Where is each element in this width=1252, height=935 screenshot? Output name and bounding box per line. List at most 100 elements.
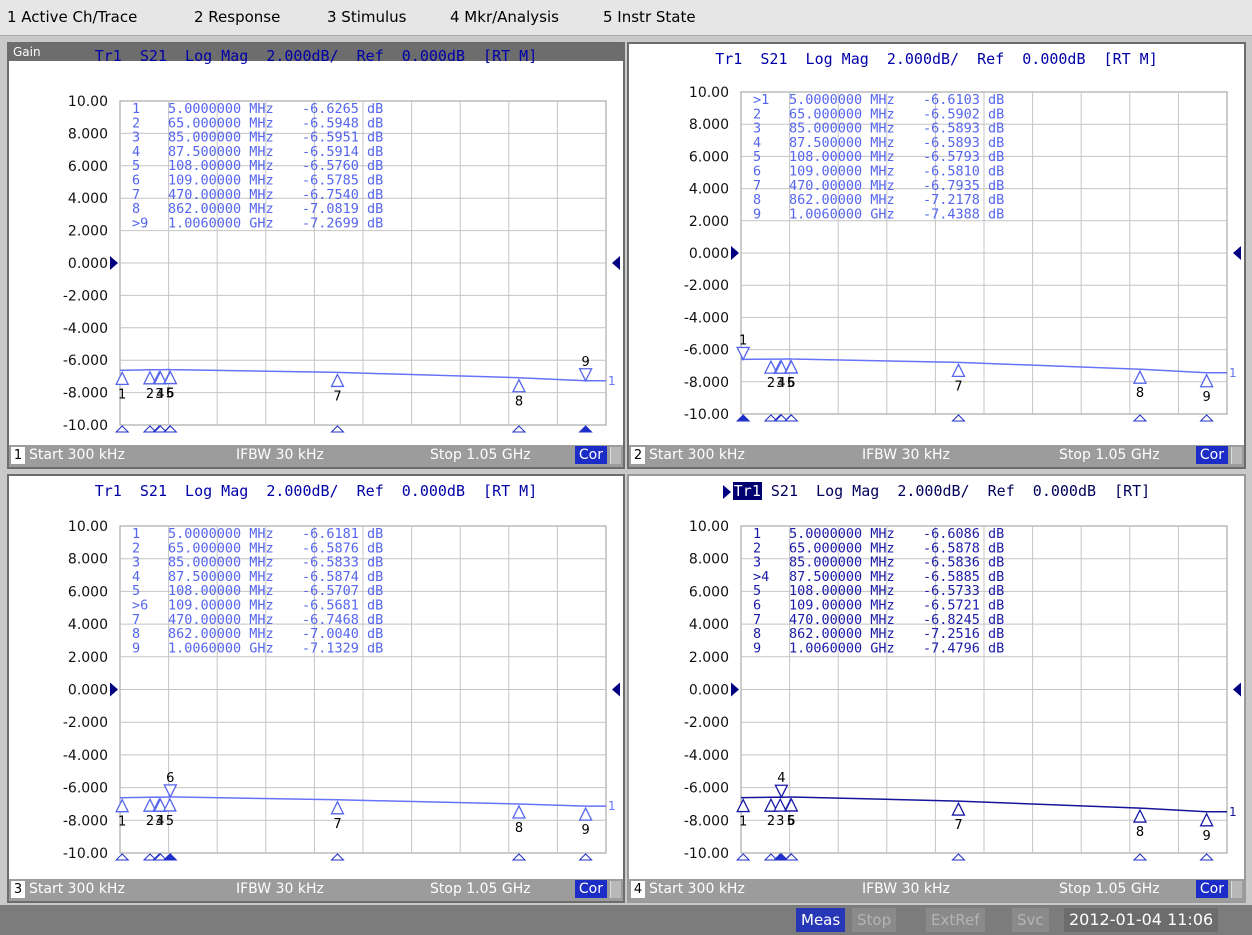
trace-header: Tr1 S21 Log Mag 2.000dB/ Ref 0.000dB [RT… [94, 47, 538, 65]
marker-readout-value: -6.5833 dB [302, 555, 383, 571]
marker-readout-frequency: 1.0060000 GHz [789, 640, 895, 656]
marker-label: 5 [787, 376, 795, 391]
stop-frequency[interactable]: Stop 1.05 GHz [430, 447, 531, 463]
y-axis-label: -2.000 [684, 278, 729, 294]
menu-active-ch-trace[interactable]: 1 Active Ch/Trace [7, 8, 138, 26]
channel-4-panel[interactable]: Tr1 S21 Log Mag 2.000dB/ Ref 0.000dB [RT… [627, 474, 1246, 903]
marker-readout-value: -6.5785 dB [302, 173, 383, 189]
reference-left-arrow-icon [110, 682, 118, 697]
marker-readout-id: 9 [132, 640, 140, 656]
start-frequency[interactable]: Start 300 kHz [649, 447, 745, 463]
marker-readout-frequency: 85.000000 MHz [789, 555, 895, 571]
marker-position-tick-icon [330, 853, 345, 861]
ifbw-value[interactable]: IFBW 30 kHz [236, 447, 324, 463]
cor-badge[interactable]: Cor [1195, 446, 1228, 464]
marker-readout-id: 2 [753, 540, 761, 556]
marker-label: 1 [118, 815, 126, 830]
start-frequency[interactable]: Start 300 kHz [29, 881, 125, 897]
stop-frequency[interactable]: Stop 1.05 GHz [1059, 881, 1160, 897]
marker-position-tick-icon [735, 853, 751, 861]
channel-number[interactable]: 3 [11, 881, 25, 898]
channel-number[interactable]: 4 [631, 881, 645, 898]
trace-plot[interactable]: 10.00 8.000 6.000 4.000 2.000 0.000 -2.000 -4.0… [629, 44, 1244, 445]
marker-position-tick-icon [951, 414, 966, 422]
marker-readout-value: -6.5902 dB [923, 106, 1004, 122]
marker-triangle-icon [774, 359, 789, 374]
ifbw-value[interactable]: IFBW 30 kHz [236, 881, 324, 897]
marker-readout-id: 8 [753, 626, 761, 642]
trace-line [741, 796, 1227, 813]
active-trace-arrow-icon [722, 484, 731, 499]
marker-readout-id: >4 [753, 569, 769, 585]
marker-triangle-icon [142, 797, 158, 812]
extref-indicator[interactable]: ExtRef [926, 908, 985, 932]
channel-number[interactable]: 1 [11, 447, 25, 464]
marker-triangle-icon [773, 797, 788, 812]
marker-readout-value: -7.0040 dB [302, 626, 383, 642]
start-frequency[interactable]: Start 300 kHz [29, 447, 125, 463]
y-axis-label: -6.000 [63, 353, 108, 369]
trace-plot[interactable]: 10.00 8.000 6.000 4.000 2.000 0.000 -2.000 -4.0… [9, 476, 623, 879]
menu-response[interactable]: 2 Response [194, 8, 281, 26]
marker-triangle-icon [1199, 812, 1214, 827]
marker-label: 5 [166, 814, 174, 829]
marker-triangle-icon [142, 370, 158, 385]
marker-readout-id: 5 [132, 583, 140, 599]
marker-label: 6 [166, 387, 174, 402]
channel-1-panel[interactable]: Gain Tr1 S21 Log Mag 2.000dB/ Ref 0.000d… [7, 42, 625, 469]
marker-readout-frequency: 862.00000 MHz [168, 201, 274, 217]
trace-number-label: 1 [608, 799, 616, 813]
stop-indicator[interactable]: Stop [852, 908, 897, 932]
trace-plot[interactable]: 10.00 8.000 6.000 4.000 2.000 0.000 -2.000 -4.0… [9, 44, 623, 445]
ifbw-value[interactable]: IFBW 30 kHz [862, 447, 950, 463]
marker-readout-frequency: 87.500000 MHz [789, 135, 895, 151]
marker-position-tick-icon [1199, 853, 1214, 861]
marker-readout-frequency: 87.500000 MHz [168, 569, 274, 585]
marker-readout-frequency: 470.00000 MHz [789, 178, 895, 194]
marker-triangle-icon [763, 797, 779, 812]
marker-readout-id: 3 [753, 121, 761, 137]
marker-readout-id: 8 [753, 192, 761, 208]
menu-stimulus[interactable]: 3 Stimulus [327, 8, 407, 26]
marker-readout-frequency: 65.000000 MHz [789, 106, 895, 122]
channel-number[interactable]: 2 [631, 447, 645, 464]
channel-2-panel[interactable]: Tr1 S21 Log Mag 2.000dB/ Ref 0.000dB [RT… [627, 42, 1246, 469]
start-frequency[interactable]: Start 300 kHz [649, 881, 745, 897]
trace-plot[interactable]: 10.00 8.000 6.000 4.000 2.000 0.000 -2.000 -4.0… [629, 476, 1244, 879]
ifbw-value[interactable]: IFBW 30 kHz [862, 881, 950, 897]
marker-readout-value: -6.5885 dB [923, 569, 1004, 585]
marker-label: 3 [155, 387, 163, 402]
stop-frequency[interactable]: Stop 1.05 GHz [1059, 447, 1160, 463]
marker-readout-id: 3 [132, 555, 140, 571]
y-axis-label: 6.000 [689, 584, 729, 600]
marker-readout-value: -7.0819 dB [302, 201, 383, 217]
active-trace-label[interactable]: Tr1 [732, 482, 762, 500]
gain-label: Gain [9, 44, 623, 61]
marker-readout-id: 6 [132, 173, 140, 189]
cor-badge[interactable]: Cor [574, 880, 607, 898]
menu-instr-state[interactable]: 5 Instr State [603, 8, 696, 26]
marker-readout-id: 2 [753, 106, 761, 122]
marker-triangle-icon [736, 798, 751, 813]
marker-readout-frequency: 5.0000000 MHz [789, 526, 895, 542]
marker-readout-value: -7.2516 dB [923, 626, 1004, 642]
svc-indicator[interactable]: Svc [1012, 908, 1049, 932]
marker-position-tick-icon [763, 414, 779, 422]
marker-readout-value: -6.7540 dB [302, 187, 383, 203]
channel-3-panel[interactable]: Tr1 S21 Log Mag 2.000dB/ Ref 0.000dB [RT… [7, 474, 625, 903]
meas-indicator[interactable]: Meas [796, 908, 846, 932]
menu-bar: 1 Active Ch/Trace 2 Response 3 Stimulus … [0, 0, 1252, 36]
marker-label: 6 [787, 814, 795, 829]
stop-frequency[interactable]: Stop 1.05 GHz [430, 881, 531, 897]
marker-readout-frequency: 65.000000 MHz [789, 540, 895, 556]
cor-badge[interactable]: Cor [1195, 880, 1228, 898]
cor-badge[interactable]: Cor [574, 446, 607, 464]
menu-mkr-analysis[interactable]: 4 Mkr/Analysis [450, 8, 559, 26]
marker-position-tick-icon [1199, 414, 1214, 422]
reference-right-arrow-icon [612, 682, 620, 697]
y-axis-label: -2.000 [63, 715, 108, 731]
marker-triangle-icon [1132, 808, 1148, 823]
marker-triangle-icon [330, 372, 345, 388]
trace-header-text: S21 Log Mag 2.000dB/ Ref 0.000dB [RT] [761, 482, 1151, 500]
marker-readout-frequency: 108.00000 MHz [168, 158, 274, 174]
